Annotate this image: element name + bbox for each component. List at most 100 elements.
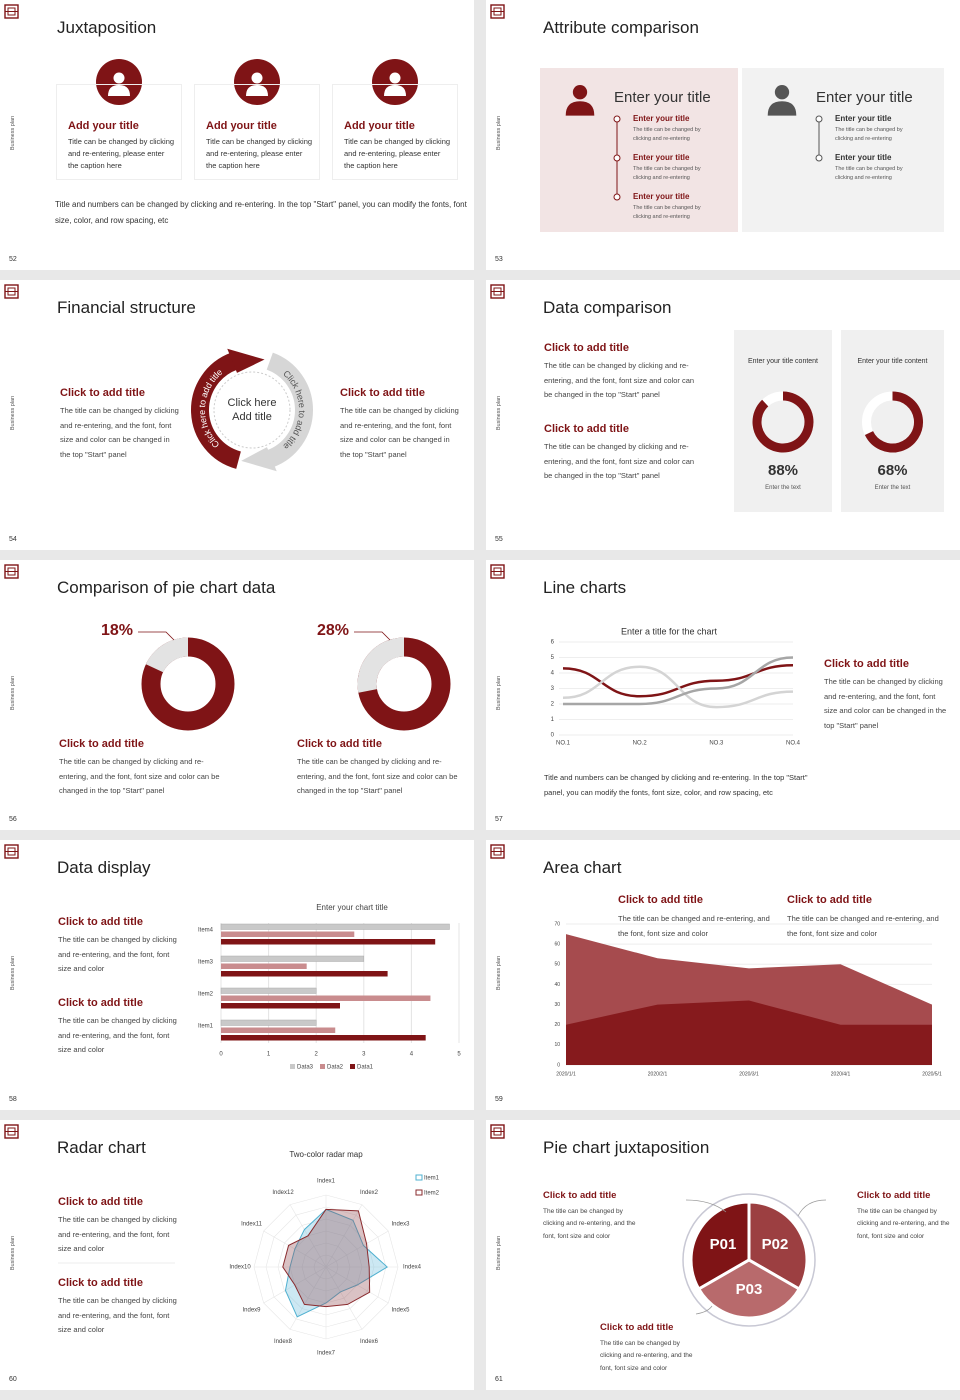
- card-value: 68%: [877, 462, 908, 479]
- x-tick-label: 2020/5/1: [922, 1071, 942, 1077]
- pie-label: 18%: [101, 622, 134, 639]
- item-text: The title can be changed by clicking and…: [633, 166, 701, 181]
- block-title: Click to add title: [297, 738, 382, 750]
- chart-title: Two-color radar map: [289, 1150, 363, 1159]
- x-tick-label: 3: [362, 1052, 366, 1058]
- icon-head: [389, 72, 401, 84]
- legend-label: Data3: [297, 1065, 314, 1071]
- line-series: [563, 656, 794, 706]
- y-tick-label: 20: [554, 1022, 560, 1028]
- y-tick-label: 10: [554, 1042, 560, 1048]
- card: [56, 84, 182, 180]
- legend-swatch: [415, 1189, 423, 1196]
- card-title: Add your title: [206, 120, 277, 132]
- panel-title: Enter your title: [816, 89, 913, 106]
- segment-label: P03: [736, 1281, 763, 1298]
- block-title: Click to add title: [58, 1196, 143, 1208]
- item-title: Enter your title: [633, 192, 690, 201]
- radar-spoke: [289, 1266, 327, 1330]
- legend-label: Data2: [327, 1065, 344, 1071]
- connector: [695, 1305, 713, 1315]
- y-tick-label: Item3: [198, 960, 214, 966]
- y-tick-label: 0: [557, 1062, 560, 1068]
- timeline-dot: [613, 193, 621, 201]
- slide: P01 P02 P03 Pie chart juxtaposition 61 Busine…: [486, 1120, 960, 1390]
- bar: [221, 931, 355, 937]
- radar-label: Index9: [243, 1308, 262, 1314]
- item-title: Enter your title: [633, 153, 690, 162]
- pie-label: 28%: [317, 622, 350, 639]
- radar-label: Index6: [360, 1339, 379, 1345]
- donut-arc: [752, 391, 814, 453]
- slide: Comparison of pie chart data 56 Business p…: [0, 560, 474, 830]
- icon-head: [572, 85, 588, 100]
- card-title: Add your title: [68, 120, 139, 132]
- bar: [220, 1019, 317, 1026]
- y-tick-label: Item4: [198, 928, 214, 934]
- legend-label: Item2: [424, 1191, 440, 1197]
- legend-swatch: [290, 1064, 295, 1069]
- outer-ring: [682, 1193, 816, 1327]
- card-heading: Enter your title content: [857, 358, 928, 365]
- item-title: Enter your title: [835, 114, 892, 123]
- legend-swatch: [350, 1064, 355, 1069]
- block-title: Click to add title: [600, 1322, 674, 1333]
- block-text: The title can be changed by clicking and…: [297, 757, 458, 795]
- page-number: 53: [495, 256, 503, 263]
- block-title: Click to add title: [58, 1277, 143, 1289]
- card: [841, 330, 944, 512]
- slide: Juxtaposition 52 Business plan Add your tit…: [0, 0, 474, 270]
- timeline-dot: [613, 154, 621, 162]
- bar: [221, 995, 431, 1001]
- segment-label: P02: [762, 1236, 789, 1253]
- radar-label: Index2: [360, 1190, 379, 1196]
- item-title: Enter your title: [835, 153, 892, 162]
- chart-title: Enter your chart title: [316, 903, 388, 912]
- x-tick-label: 4: [410, 1052, 414, 1058]
- slide-title: Radar chart: [57, 1138, 146, 1157]
- side-label: Business plan: [10, 115, 16, 151]
- y-tick-label: 6: [551, 640, 555, 646]
- block-text: The title can be changed and re-entering…: [787, 914, 939, 938]
- y-tick-label: 70: [554, 921, 560, 927]
- slide-graphics: Enter a title for the chart 0 1 2 3 4 5 6 NO.1 NO…: [490, 564, 801, 747]
- slide: Attribute comparison 53 Business plan Enter…: [486, 0, 960, 270]
- y-tick-label: 50: [554, 962, 560, 968]
- leader-line: [354, 631, 391, 641]
- item-title: Enter your title: [633, 114, 690, 123]
- x-tick-label: 0: [219, 1052, 223, 1058]
- radar-spoke: [325, 1204, 363, 1268]
- bar: [221, 963, 307, 969]
- card: [332, 84, 458, 180]
- radar-series: [284, 1208, 389, 1318]
- slide-title: Area chart: [543, 858, 622, 877]
- slide-graphics: [4, 4, 418, 105]
- block-title: Click to add title: [787, 894, 872, 906]
- slide-graphics: [490, 4, 944, 232]
- block-text: The title can be changed by clicking and…: [59, 757, 220, 795]
- slide-graphics: 0 10 20 30 40 50 60 70 2020/1/1 2020/2/1 2020/3/1 2…: [490, 844, 942, 1077]
- item-text: The title can be changed by clicking and…: [835, 166, 903, 181]
- card-text: Title can be changed by clicking and re-…: [206, 137, 313, 170]
- icon-body: [384, 85, 406, 96]
- icon-body: [767, 101, 797, 116]
- slide-title: Comparison of pie chart data: [57, 578, 276, 597]
- block-text: The title can be changed by clicking and…: [60, 406, 179, 459]
- footer-text: Title and numbers can be changed by clic…: [544, 773, 808, 797]
- page-number: 56: [9, 816, 17, 823]
- legend-swatch: [415, 1174, 423, 1181]
- x-tick-label: NO.1: [556, 741, 571, 747]
- bar: [220, 923, 450, 930]
- x-tick-label: 2020/4/1: [831, 1071, 851, 1077]
- block-title: Click to add title: [60, 387, 145, 399]
- block-text: The title can be changed by clicking and…: [544, 442, 695, 480]
- block-text: The title can be changed and re-entering…: [618, 914, 770, 938]
- item-text: The title can be changed by clicking and…: [633, 127, 701, 142]
- side-label: Business plan: [496, 115, 502, 151]
- radar-spoke: [325, 1266, 363, 1330]
- block-text: The title can be changed by clicking and…: [58, 1215, 177, 1253]
- slide-graphics: [4, 564, 451, 731]
- icon-head: [774, 85, 790, 100]
- y-tick-label: 40: [554, 982, 560, 988]
- block-text: The title can be changed by clicking and…: [58, 1296, 177, 1334]
